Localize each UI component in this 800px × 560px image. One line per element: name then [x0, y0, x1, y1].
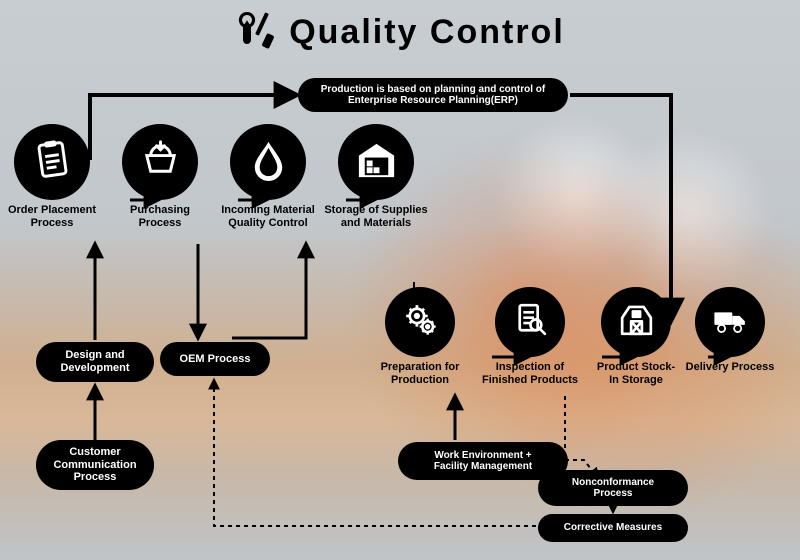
node-stockin	[601, 287, 671, 357]
node-iqc	[230, 124, 306, 200]
edge-inspect-to-nonconf	[565, 396, 598, 478]
node-label-iqc: Incoming Material Quality Control	[208, 204, 328, 229]
pill-oem: OEM Process	[160, 342, 270, 376]
flowchart-stage: Quality Control Production is based on p…	[0, 0, 800, 560]
banner-erp: Production is based on planning and cont…	[298, 78, 568, 112]
node-label-order: Order Placement Process	[0, 204, 112, 229]
gears-icon	[399, 298, 442, 346]
drop-icon	[245, 136, 292, 188]
node-inspect	[495, 287, 565, 357]
barn-icon	[615, 298, 658, 346]
node-label-inspect: Inspection of Finished Products	[473, 361, 587, 386]
clipboard-icon	[29, 136, 76, 188]
edge-banner-right-to-down-right	[570, 95, 671, 320]
edge-oem-to-iqc	[232, 244, 306, 338]
node-purchasing	[122, 124, 198, 200]
pill-nonconf: Nonconformance Process	[538, 470, 688, 506]
node-label-purchasing: Purchasing Process	[100, 204, 220, 229]
pill-custcomm: Customer Communication Process	[36, 440, 154, 490]
basket-icon	[137, 136, 184, 188]
node-label-delivery: Delivery Process	[673, 361, 787, 374]
node-storage	[338, 124, 414, 200]
page-title-wrap: Quality Control	[0, 8, 800, 57]
pill-corrmeas: Corrective Measures	[538, 514, 688, 542]
node-prep	[385, 287, 455, 357]
page-title: Quality Control	[289, 13, 565, 52]
node-label-prep: Preparation for Production	[363, 361, 477, 386]
node-delivery	[695, 287, 765, 357]
truck-icon	[709, 298, 752, 346]
node-label-storage: Storage of Supplies and Materials	[316, 204, 436, 229]
pill-design: Design and Development	[36, 342, 154, 382]
tools-icon	[235, 8, 279, 57]
warehouse-icon	[353, 136, 400, 188]
node-order	[14, 124, 90, 200]
doc-mag-icon	[509, 298, 552, 346]
